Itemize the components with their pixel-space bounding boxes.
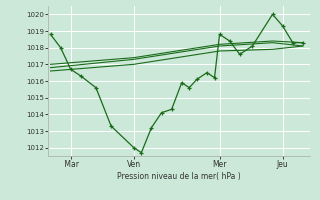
- X-axis label: Pression niveau de la mer( hPa ): Pression niveau de la mer( hPa ): [117, 172, 241, 181]
